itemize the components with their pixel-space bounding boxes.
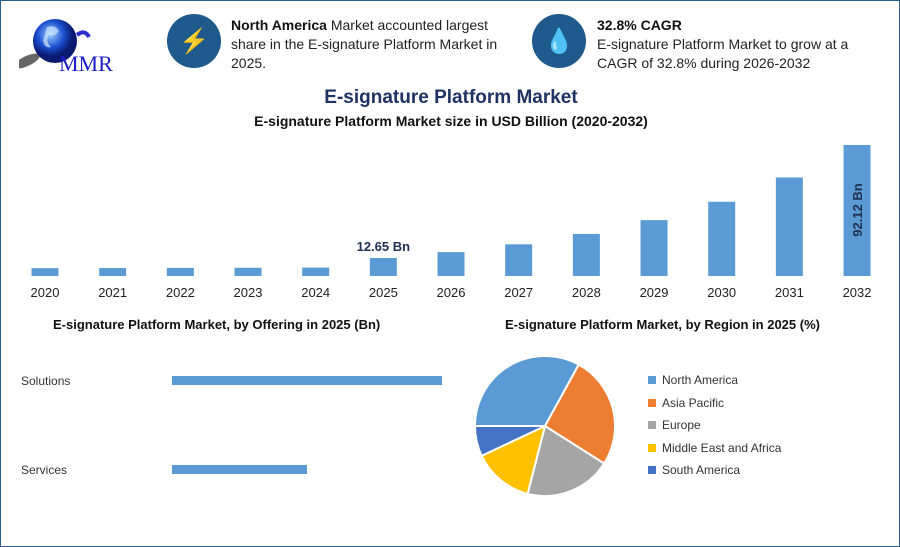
legend-item-north-america: North America bbox=[648, 373, 738, 387]
legend-swatch bbox=[648, 421, 656, 429]
bar-2026 bbox=[437, 252, 465, 276]
market-size-bar-chart: 2020 2021 2022 2023 2024 2025 12.65 Bn 2026 2027… bbox=[31, 145, 872, 300]
year-label-2021: 2021 bbox=[98, 285, 127, 300]
legend-swatch bbox=[648, 398, 656, 407]
page-title: E-signature Platform Market bbox=[324, 87, 578, 108]
year-label-2031: 2031 bbox=[775, 285, 804, 300]
legend-label: Europe bbox=[662, 418, 701, 432]
offering-bar-solutions bbox=[172, 376, 442, 385]
legend-item-europe: Europe bbox=[648, 418, 701, 432]
mmr-logo: MMR bbox=[14, 13, 139, 76]
growth-drop-icon: 💧 bbox=[532, 14, 586, 68]
legend-label: North America bbox=[662, 373, 739, 387]
region-pie-chart bbox=[473, 355, 616, 497]
legend-swatch bbox=[648, 466, 656, 474]
region-chart-title: E-signature Platform Market, by Region i… bbox=[505, 317, 820, 332]
bar-2022 bbox=[166, 267, 194, 276]
bar-2031 bbox=[775, 177, 803, 276]
bar-2032 bbox=[843, 145, 871, 276]
year-label-2027: 2027 bbox=[504, 285, 533, 300]
data-label-2025: 12.65 Bn bbox=[357, 239, 411, 254]
legend-item-asia-pacific: Asia Pacific bbox=[648, 396, 724, 410]
offering-bar-services bbox=[172, 465, 308, 474]
bar-2023 bbox=[234, 267, 262, 276]
info-text: Market accounted largest share in the E-… bbox=[231, 17, 498, 71]
lightning-icon: ⚡ bbox=[167, 14, 221, 68]
year-label-2023: 2023 bbox=[234, 285, 263, 300]
bar-2021 bbox=[99, 268, 127, 276]
legend-label: Asia Pacific bbox=[662, 395, 725, 410]
bar-2028 bbox=[572, 233, 600, 276]
data-label-2032: 92.12 Bn bbox=[850, 183, 865, 237]
info-cagr: 32.8% CAGR E-signature Platform Market t… bbox=[597, 16, 887, 73]
year-label-2032: 2032 bbox=[843, 285, 872, 300]
bar-2030 bbox=[708, 201, 736, 276]
pie-slice-north-america bbox=[473, 355, 581, 427]
year-label-2028: 2028 bbox=[572, 285, 601, 300]
chart-subtitle: E-signature Platform Market size in USD … bbox=[254, 113, 648, 129]
year-label-2029: 2029 bbox=[640, 285, 669, 300]
year-label-2020: 2020 bbox=[31, 285, 60, 300]
legend-label: Middle East and Africa bbox=[662, 440, 782, 455]
offering-label-solutions: Solutions bbox=[21, 374, 71, 388]
year-label-2025: 2025 bbox=[369, 285, 398, 300]
pie-slice-europe bbox=[526, 424, 606, 497]
legend-label: South America bbox=[662, 463, 741, 477]
bar-2025 bbox=[369, 258, 397, 276]
legend-swatch bbox=[648, 443, 656, 452]
offering-chart-title: E-signature Platform Market, by Offering… bbox=[53, 317, 381, 332]
logo-text: MMR bbox=[59, 51, 113, 76]
year-label-2024: 2024 bbox=[301, 285, 330, 300]
legend-item-south-america: South America bbox=[648, 463, 740, 477]
bar-2027 bbox=[505, 244, 533, 276]
legend-item-middle-east-and-africa: Middle East and Africa bbox=[648, 441, 781, 455]
year-label-2030: 2030 bbox=[707, 285, 736, 300]
bar-2029 bbox=[640, 220, 668, 276]
pie-slice-asia-pacific bbox=[543, 363, 616, 465]
cagr-text: E-signature Platform Market to grow at a… bbox=[597, 36, 849, 71]
globe-icon bbox=[14, 19, 91, 69]
info-bold: North America bbox=[231, 17, 327, 33]
pie-slice-middle-east-and-africa bbox=[480, 424, 547, 496]
pie-slice-south-america bbox=[473, 425, 546, 458]
offering-label-services: Services bbox=[21, 463, 68, 477]
cagr-title: 32.8% CAGR bbox=[597, 17, 682, 33]
bar-2024 bbox=[302, 267, 330, 276]
year-label-2026: 2026 bbox=[437, 285, 466, 300]
info-north-america: North America Market accounted largest s… bbox=[231, 16, 506, 73]
legend-swatch bbox=[648, 376, 656, 384]
year-label-2022: 2022 bbox=[166, 285, 195, 300]
bar-2020 bbox=[31, 268, 59, 276]
